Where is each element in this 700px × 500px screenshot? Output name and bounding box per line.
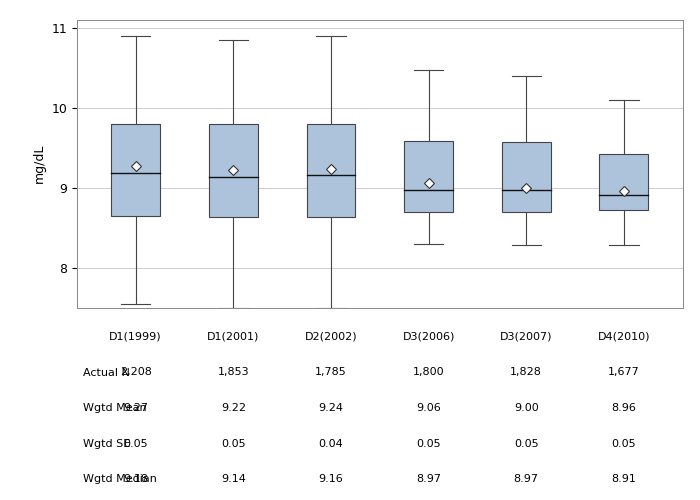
- Text: 0.05: 0.05: [514, 439, 538, 449]
- Text: 0.05: 0.05: [416, 439, 441, 449]
- Text: 0.05: 0.05: [123, 439, 148, 449]
- Text: Wgtd Median: Wgtd Median: [83, 474, 157, 484]
- Text: D3(2006): D3(2006): [402, 332, 455, 342]
- Text: 8.96: 8.96: [612, 403, 636, 413]
- Text: 0.05: 0.05: [221, 439, 246, 449]
- Text: 1,785: 1,785: [315, 368, 346, 378]
- Bar: [502, 142, 551, 212]
- Text: 1,853: 1,853: [218, 368, 249, 378]
- Text: 9.14: 9.14: [220, 474, 246, 484]
- Text: D2(2002): D2(2002): [304, 332, 357, 342]
- Text: 9.22: 9.22: [220, 403, 246, 413]
- Text: 0.05: 0.05: [612, 439, 636, 449]
- Text: 1,677: 1,677: [608, 368, 640, 378]
- Text: 9.00: 9.00: [514, 403, 538, 413]
- Text: Wgtd Mean: Wgtd Mean: [83, 403, 147, 413]
- Text: Actual N: Actual N: [83, 368, 130, 378]
- Text: 9.27: 9.27: [123, 403, 148, 413]
- Text: Wgtd SE: Wgtd SE: [83, 439, 130, 449]
- Bar: [111, 124, 160, 216]
- Text: 8.97: 8.97: [514, 474, 539, 484]
- Text: 8.91: 8.91: [612, 474, 636, 484]
- Bar: [599, 154, 648, 210]
- Bar: [404, 142, 453, 212]
- Text: 1,828: 1,828: [510, 368, 542, 378]
- Text: 9.24: 9.24: [318, 403, 344, 413]
- Text: 1,800: 1,800: [413, 368, 444, 378]
- Text: 9.16: 9.16: [318, 474, 343, 484]
- Y-axis label: mg/dL: mg/dL: [33, 144, 46, 184]
- Bar: [209, 124, 258, 218]
- Text: 8.97: 8.97: [416, 474, 441, 484]
- Bar: [307, 124, 356, 218]
- Text: D1(2001): D1(2001): [207, 332, 260, 342]
- Text: 2,208: 2,208: [120, 368, 151, 378]
- Text: 9.06: 9.06: [416, 403, 441, 413]
- Text: D1(1999): D1(1999): [109, 332, 162, 342]
- Text: D4(2010): D4(2010): [598, 332, 650, 342]
- Text: 0.04: 0.04: [318, 439, 343, 449]
- Text: D3(2007): D3(2007): [500, 332, 552, 342]
- Text: 9.18: 9.18: [123, 474, 148, 484]
